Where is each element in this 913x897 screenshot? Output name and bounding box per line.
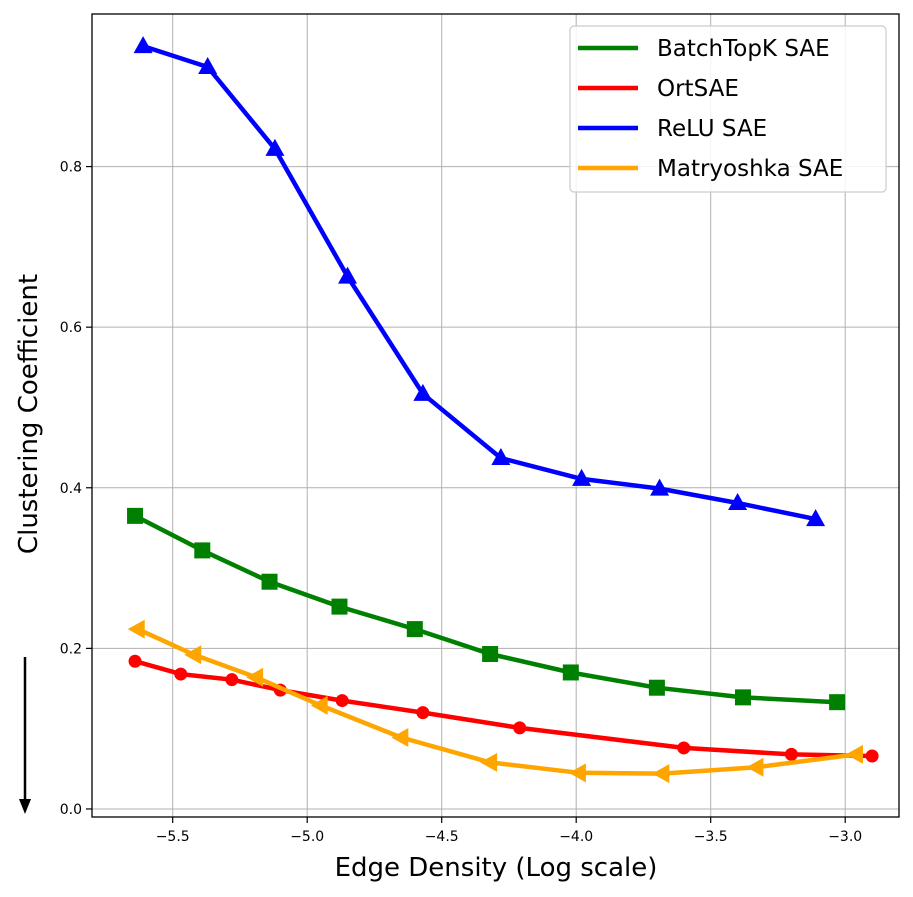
legend-item: ReLU SAE bbox=[578, 116, 767, 142]
series-batchtopk-sae bbox=[127, 507, 846, 711]
series-line bbox=[135, 626, 859, 776]
data-point bbox=[198, 56, 218, 74]
y-axis-label: Clustering Coefficient bbox=[14, 274, 44, 554]
x-tick-label: −4.5 bbox=[425, 829, 459, 845]
data-point bbox=[746, 757, 764, 777]
series-layer bbox=[127, 36, 879, 784]
x-axis: −5.5 −5.0 −4.5 −4.0 −3.5 −3.0 bbox=[156, 817, 862, 845]
plot-frame bbox=[91, 13, 900, 818]
legend-label: ReLU SAE bbox=[657, 116, 767, 142]
data-point bbox=[650, 478, 670, 496]
data-point bbox=[310, 695, 328, 715]
x-tick-label: −5.5 bbox=[156, 829, 190, 845]
data-point bbox=[246, 667, 264, 687]
x-tick-label: −3.0 bbox=[828, 829, 862, 845]
data-point bbox=[568, 763, 586, 783]
series-line bbox=[132, 658, 875, 759]
legend-item: OrtSAE bbox=[578, 76, 739, 102]
data-point bbox=[335, 694, 349, 708]
data-point bbox=[127, 507, 144, 524]
data-point bbox=[331, 598, 348, 615]
data-point bbox=[261, 573, 278, 590]
legend-label: BatchTopK SAE bbox=[657, 36, 830, 62]
data-point bbox=[491, 448, 511, 466]
data-point bbox=[513, 721, 527, 735]
legend-box bbox=[569, 25, 887, 193]
legend-item: Matryoshka SAE bbox=[578, 156, 843, 182]
data-point bbox=[806, 509, 826, 527]
data-point bbox=[562, 664, 579, 681]
legend-label: OrtSAE bbox=[657, 76, 739, 102]
data-point bbox=[133, 36, 153, 54]
data-point bbox=[784, 747, 798, 761]
legend-label: Matryoshka SAE bbox=[657, 156, 843, 182]
data-point bbox=[194, 542, 211, 559]
data-point bbox=[845, 744, 863, 764]
y-tick-label: 0.8 bbox=[60, 160, 82, 176]
x-tick-label: −3.5 bbox=[694, 829, 728, 845]
series-line bbox=[132, 513, 840, 705]
data-point bbox=[829, 694, 846, 711]
x-tick-label: −5.0 bbox=[290, 829, 324, 845]
data-point bbox=[480, 752, 498, 772]
x-tick-label: −4.0 bbox=[559, 829, 593, 845]
data-point bbox=[225, 673, 239, 687]
data-point bbox=[865, 749, 879, 763]
data-point bbox=[406, 621, 423, 638]
data-point bbox=[128, 654, 142, 668]
data-point bbox=[648, 679, 665, 696]
data-point bbox=[677, 741, 691, 755]
data-point bbox=[184, 645, 202, 665]
data-point bbox=[416, 706, 430, 720]
data-point bbox=[734, 689, 751, 706]
data-point bbox=[265, 138, 285, 156]
data-point bbox=[652, 764, 670, 784]
y-axis: 0.0 0.2 0.4 0.6 0.8 bbox=[60, 160, 92, 818]
legend-item: BatchTopK SAE bbox=[578, 36, 830, 62]
data-point bbox=[728, 493, 748, 511]
y-tick-label: 0.4 bbox=[60, 481, 82, 497]
data-point bbox=[127, 619, 145, 639]
x-axis-label: Edge Density (Log scale) bbox=[335, 853, 658, 883]
data-point bbox=[413, 383, 433, 401]
y-tick-label: 0.6 bbox=[60, 320, 82, 336]
series-line bbox=[140, 43, 818, 522]
data-point bbox=[572, 468, 592, 486]
data-point bbox=[482, 645, 499, 662]
data-point bbox=[391, 728, 409, 748]
data-point bbox=[338, 266, 358, 284]
legend: BatchTopK SAE OrtSAE ReLU SAE Matryoshka SA… bbox=[569, 25, 887, 193]
lower-is-better-arrow-icon bbox=[19, 657, 31, 814]
data-point bbox=[174, 667, 188, 681]
y-tick-label: 0.2 bbox=[60, 641, 82, 657]
series-relu-sae bbox=[133, 36, 826, 527]
y-tick-label: 0.0 bbox=[60, 802, 82, 818]
series-matryoshka-sae bbox=[127, 619, 863, 784]
